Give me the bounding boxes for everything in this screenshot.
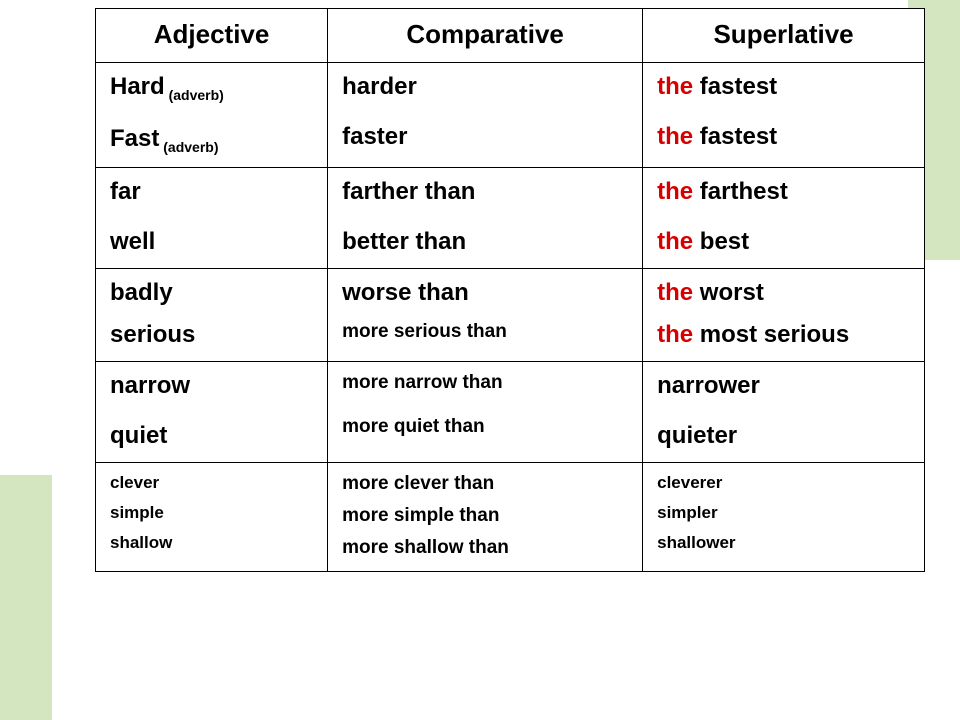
cell-comparative: more narrow than more quiet than bbox=[328, 361, 643, 462]
comparative-word: more clever than bbox=[342, 473, 628, 495]
superlative-text: fastest bbox=[700, 73, 777, 100]
superlative-word: cleverer bbox=[657, 473, 910, 493]
superlative-text: shallower bbox=[657, 533, 735, 552]
cell-comparative: farther than better than bbox=[328, 167, 643, 268]
cell-superlative: cleverer simpler shallower bbox=[643, 462, 925, 571]
comparative-word: more serious than bbox=[342, 321, 628, 343]
superlative-word: the farthest bbox=[657, 178, 910, 206]
superlative-word: the fastest bbox=[657, 123, 910, 151]
comparative-word: more shallow than bbox=[342, 537, 628, 559]
table-row: far well farther than better than the farthe… bbox=[96, 167, 925, 268]
adjective-word: narrow bbox=[110, 372, 313, 400]
comparative-word: more quiet than bbox=[342, 416, 628, 438]
comparison-table: Adjective Comparative Superlative Hard (… bbox=[95, 8, 925, 572]
superlative-word: narrower bbox=[657, 372, 910, 400]
superlative-prefix: the bbox=[657, 123, 700, 150]
col-header-superlative: Superlative bbox=[643, 9, 925, 63]
adjective-word: simple bbox=[110, 503, 313, 523]
superlative-text: best bbox=[700, 228, 749, 255]
superlative-text: worst bbox=[700, 279, 764, 306]
superlative-prefix: the bbox=[657, 321, 700, 348]
comparative-word: harder bbox=[342, 73, 628, 101]
cell-comparative: harder faster bbox=[328, 63, 643, 168]
superlative-word: the fastest bbox=[657, 73, 910, 101]
superlative-text: simpler bbox=[657, 503, 717, 522]
comparison-table-container: Adjective Comparative Superlative Hard (… bbox=[95, 8, 925, 572]
superlative-text: quieter bbox=[657, 422, 737, 449]
superlative-word: the most serious bbox=[657, 321, 910, 349]
adjective-word: Hard (adverb) bbox=[110, 73, 313, 103]
superlative-prefix: the bbox=[657, 279, 700, 306]
superlative-text: fastest bbox=[700, 123, 777, 150]
cell-superlative: the fastestthe fastest bbox=[643, 63, 925, 168]
superlative-prefix: the bbox=[657, 73, 700, 100]
superlative-text: most serious bbox=[700, 321, 849, 348]
comparative-word: worse than bbox=[342, 279, 628, 307]
comparative-word: faster bbox=[342, 123, 628, 151]
superlative-text: narrower bbox=[657, 372, 760, 399]
cell-superlative: narrower quieter bbox=[643, 361, 925, 462]
superlative-text: cleverer bbox=[657, 473, 722, 492]
col-header-comparative: Comparative bbox=[328, 9, 643, 63]
cell-superlative: the worstthe most serious bbox=[643, 268, 925, 361]
cell-comparative: more clever than more simple than more sha… bbox=[328, 462, 643, 571]
adjective-annotation: (adverb) bbox=[159, 139, 218, 155]
cell-adjective: Hard (adverb) Fast (adverb) bbox=[96, 63, 328, 168]
cell-superlative: the farthestthe best bbox=[643, 167, 925, 268]
superlative-word: shallower bbox=[657, 533, 910, 553]
adjective-word: shallow bbox=[110, 533, 313, 553]
adjective-annotation: (adverb) bbox=[165, 87, 224, 103]
background-accent-bottom bbox=[0, 475, 52, 720]
comparative-word: more simple than bbox=[342, 505, 628, 527]
cell-adjective: clever simple shallow bbox=[96, 462, 328, 571]
superlative-word: the best bbox=[657, 228, 910, 256]
table-header-row: Adjective Comparative Superlative bbox=[96, 9, 925, 63]
superlative-word: simpler bbox=[657, 503, 910, 523]
adjective-word: well bbox=[110, 228, 313, 256]
adjective-word: clever bbox=[110, 473, 313, 493]
adjective-word: badly bbox=[110, 279, 313, 307]
table-row: badly serious worse than more serious than t… bbox=[96, 268, 925, 361]
table-row: Hard (adverb) Fast (adverb) harder faster th… bbox=[96, 63, 925, 168]
adjective-word: serious bbox=[110, 321, 313, 349]
cell-adjective: far well bbox=[96, 167, 328, 268]
table-row: cleversimpleshallowmore clever thanmore … bbox=[96, 462, 925, 571]
comparative-word: farther than bbox=[342, 178, 628, 206]
adjective-word: far bbox=[110, 178, 313, 206]
adjective-word: quiet bbox=[110, 422, 313, 450]
col-header-adjective: Adjective bbox=[96, 9, 328, 63]
cell-adjective: narrow quiet bbox=[96, 361, 328, 462]
comparative-word: more narrow than bbox=[342, 372, 628, 394]
cell-adjective: badly serious bbox=[96, 268, 328, 361]
superlative-word: quieter bbox=[657, 422, 910, 450]
comparative-word: better than bbox=[342, 228, 628, 256]
superlative-text: farthest bbox=[700, 178, 788, 205]
cell-comparative: worse than more serious than bbox=[328, 268, 643, 361]
superlative-prefix: the bbox=[657, 228, 700, 255]
superlative-word: the worst bbox=[657, 279, 910, 307]
adjective-word: Fast (adverb) bbox=[110, 125, 313, 155]
table-row: narrow quiet more narrow than more quiet th… bbox=[96, 361, 925, 462]
superlative-prefix: the bbox=[657, 178, 700, 205]
